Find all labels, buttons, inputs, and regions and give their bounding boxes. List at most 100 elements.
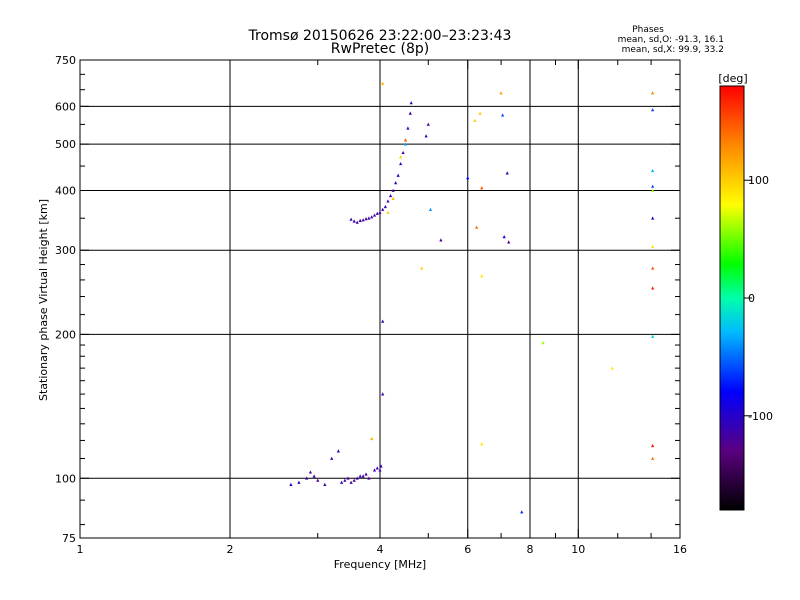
- data-point: [349, 480, 353, 484]
- x-axis-title: Frequency [MHz]: [334, 558, 426, 571]
- data-point: [330, 456, 334, 460]
- colorbar-label: [deg]: [718, 72, 747, 85]
- y-tick-label: 300: [55, 244, 76, 257]
- data-point: [358, 218, 362, 223]
- stats-o-line: mean, sd,O: -91.3, 16.1: [618, 35, 724, 45]
- data-point: [378, 210, 382, 214]
- data-point: [502, 235, 506, 239]
- data-point: [424, 134, 428, 138]
- data-point: [426, 122, 430, 126]
- data-point: [401, 150, 405, 155]
- data-point: [507, 240, 511, 244]
- data-point: [651, 168, 655, 173]
- data-point: [361, 218, 365, 222]
- data-point: [651, 108, 655, 112]
- data-point: [375, 466, 379, 470]
- data-point: [480, 186, 484, 190]
- data-point: [403, 142, 408, 146]
- data-point: [651, 456, 655, 460]
- data-point: [409, 101, 413, 105]
- tick-labels: 1 2 4 6 8 10 16 75 100 200 300 400 500 600 750: [55, 54, 687, 556]
- y-tick-label: 100: [55, 472, 76, 485]
- data-point: [408, 111, 412, 115]
- data-point: [343, 478, 347, 482]
- data-point: [386, 210, 390, 214]
- data-point: [316, 478, 320, 482]
- data-point: [420, 266, 424, 270]
- data-point: [355, 220, 359, 224]
- data-point: [349, 217, 353, 221]
- data-point: [391, 188, 395, 192]
- y-tick-label: 500: [55, 138, 76, 151]
- data-point: [379, 464, 383, 468]
- data-point: [651, 216, 655, 220]
- data-point: [439, 238, 443, 242]
- y-tick-label: 600: [55, 100, 76, 113]
- data-point: [651, 266, 655, 270]
- y-tick-label: 75: [62, 532, 76, 545]
- data-point: [474, 225, 479, 229]
- data-point: [396, 173, 400, 177]
- data-point: [367, 476, 371, 480]
- data-point: [651, 443, 655, 448]
- y-axis-title: Stationary phase Virtual Height [km]: [37, 199, 50, 401]
- data-point: [399, 161, 403, 166]
- data-point: [651, 91, 655, 95]
- data-point: [364, 472, 368, 476]
- data-points: [289, 81, 655, 514]
- data-point: [370, 215, 374, 219]
- data-point: [651, 244, 655, 249]
- data-point: [388, 193, 393, 198]
- data-point: [355, 476, 359, 480]
- data-point: [352, 478, 356, 482]
- x-tick-label: 10: [571, 543, 585, 556]
- data-point: [386, 199, 390, 203]
- data-point: [473, 118, 477, 123]
- data-point: [378, 468, 382, 472]
- data-point: [381, 207, 385, 211]
- data-point: [383, 204, 387, 209]
- data-point: [394, 181, 398, 185]
- x-tick-label: 4: [377, 543, 384, 556]
- data-point: [501, 113, 505, 117]
- colorbar-tick-label: 100: [748, 174, 769, 187]
- data-point: [336, 449, 340, 453]
- data-point: [466, 176, 470, 180]
- data-point: [312, 474, 316, 478]
- data-point: [289, 482, 293, 487]
- data-point: [610, 366, 614, 370]
- data-point: [391, 196, 395, 200]
- data-point: [651, 334, 655, 338]
- data-point: [297, 480, 301, 484]
- x-tick-label: 16: [673, 543, 687, 556]
- x-tick-label: 2: [227, 543, 234, 556]
- data-point: [499, 91, 503, 95]
- grid-lines: [80, 60, 680, 538]
- data-point: [370, 436, 374, 441]
- data-point: [381, 81, 385, 85]
- chart-subtitle: RwPretec (8p): [331, 41, 429, 57]
- colorbar: [719, 85, 745, 511]
- x-tick-label: 8: [527, 543, 534, 556]
- data-point: [480, 274, 484, 278]
- data-point: [381, 319, 385, 323]
- data-point: [505, 171, 509, 175]
- data-point: [352, 219, 356, 223]
- x-tick-label: 6: [464, 543, 471, 556]
- data-point: [478, 111, 482, 115]
- x-tick-label: 1: [77, 543, 84, 556]
- data-point: [367, 216, 371, 220]
- data-point: [406, 126, 410, 130]
- data-point: [403, 138, 408, 142]
- y-tick-label: 200: [55, 328, 76, 341]
- plot-frame: [79, 59, 681, 539]
- data-point: [308, 470, 313, 474]
- data-point: [651, 286, 655, 290]
- y-tick-label: 750: [55, 54, 76, 67]
- data-point: [651, 184, 655, 188]
- data-point: [361, 474, 365, 478]
- stats-x-line: mean, sd,X: 99.9, 33.2: [622, 45, 724, 55]
- data-point: [651, 188, 655, 192]
- data-point: [372, 468, 377, 472]
